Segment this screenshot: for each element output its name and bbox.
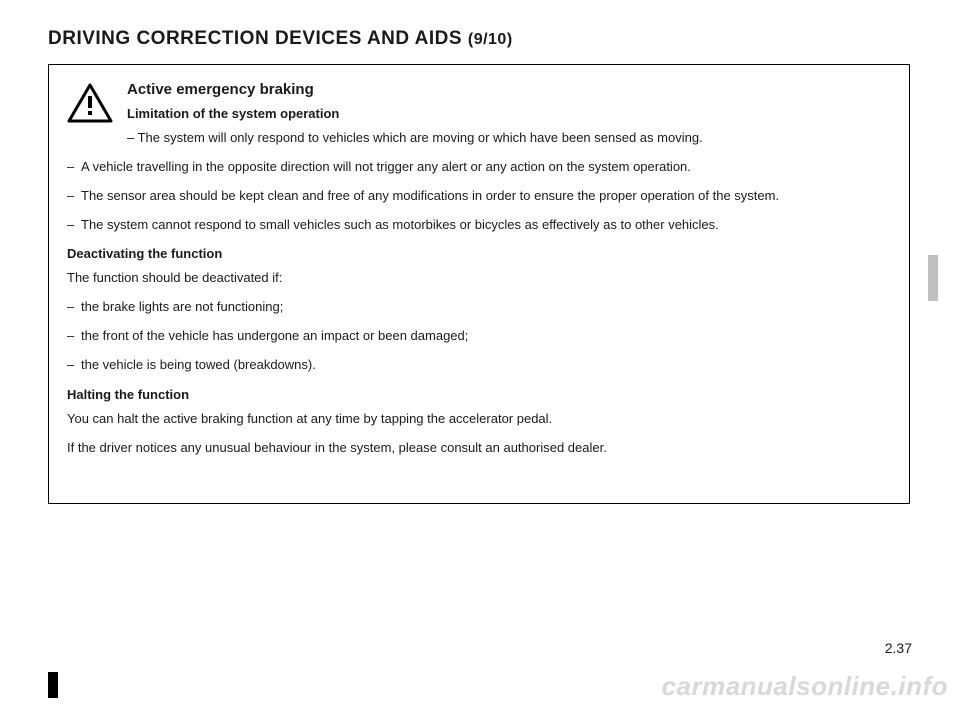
bullet-text: A vehicle travelling in the opposite dir… — [81, 158, 891, 177]
page-title-main: DRIVING CORRECTION DEVICES AND AIDS — [48, 28, 468, 49]
bullet-dash: – — [67, 356, 81, 375]
halting-line: You can halt the active braking function… — [67, 410, 891, 429]
manual-page: DRIVING CORRECTION DEVICES AND AIDS (9/1… — [0, 0, 960, 710]
bullet-item: – The system cannot respond to small veh… — [67, 216, 891, 235]
bullet-dash: – — [67, 187, 81, 206]
warning-header-row: Active emergency braking Limitation of t… — [67, 81, 891, 148]
warning-box: Active emergency braking Limitation of t… — [48, 64, 910, 504]
bullet-dash: – — [67, 327, 81, 346]
page-number: 2.37 — [885, 640, 912, 656]
bullet-item: – the brake lights are not functioning; — [67, 298, 891, 317]
bullet-item: – The sensor area should be kept clean a… — [67, 187, 891, 206]
deactivate-bullets: – the brake lights are not functioning; … — [67, 298, 891, 375]
bullet-text: the front of the vehicle has undergone a… — [81, 327, 891, 346]
page-title: DRIVING CORRECTION DEVICES AND AIDS (9/1… — [48, 28, 912, 50]
halting-line: If the driver notices any unusual behavi… — [67, 439, 891, 458]
bullet-item: – the front of the vehicle has undergone… — [67, 327, 891, 346]
warning-triangle-icon — [67, 83, 113, 123]
bullet-text: The sensor area should be kept clean and… — [81, 187, 891, 206]
deactivate-intro: The function should be deactivated if: — [67, 269, 891, 288]
limitation-bullets: – A vehicle travelling in the opposite d… — [67, 158, 891, 235]
warning-heading: Active emergency braking — [127, 81, 703, 98]
halting-title: Halting the function — [67, 387, 891, 402]
bullet-dash: – — [67, 216, 81, 235]
bullet-dash: – — [67, 298, 81, 317]
warning-head-block: Active emergency braking Limitation of t… — [127, 81, 703, 148]
side-tab-marker — [928, 255, 938, 301]
bullet-text: the vehicle is being towed (breakdowns). — [81, 356, 891, 375]
watermark-text: carmanualsonline.info — [662, 671, 948, 702]
warning-subheading: Limitation of the system operation — [127, 106, 703, 121]
bullet-text: The system cannot respond to small vehic… — [81, 216, 891, 235]
bullet-item: – A vehicle travelling in the opposite d… — [67, 158, 891, 177]
warning-inline-bullet: – The system will only respond to vehicl… — [127, 129, 703, 148]
footer-black-mark — [48, 672, 58, 698]
bullet-text: the brake lights are not functioning; — [81, 298, 891, 317]
page-title-part: (9/10) — [468, 31, 513, 48]
bullet-item: – the vehicle is being towed (breakdowns… — [67, 356, 891, 375]
deactivate-title: Deactivating the function — [67, 246, 891, 261]
bullet-dash: – — [67, 158, 81, 177]
